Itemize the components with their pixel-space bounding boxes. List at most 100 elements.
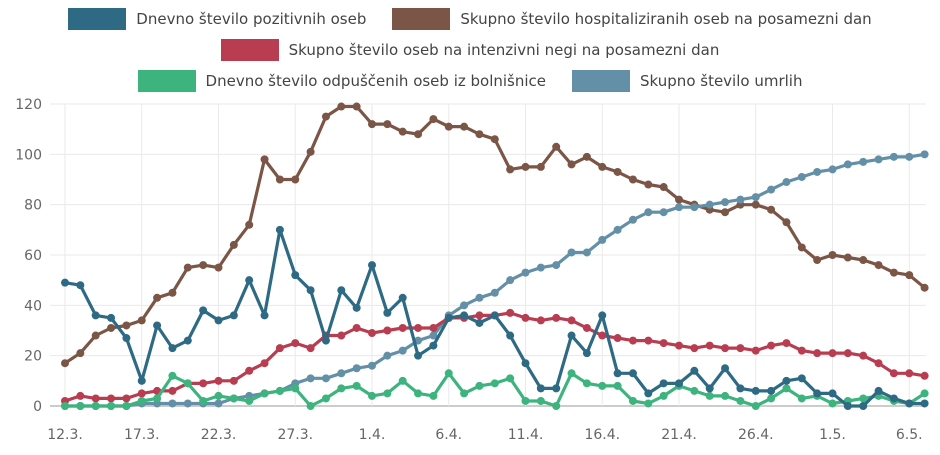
data-point [582,349,591,358]
data-point [199,261,208,270]
data-point [920,371,929,380]
data-point [214,376,223,385]
data-point [229,240,238,249]
data-point [306,147,315,156]
data-point [644,389,653,398]
y-tick-label: 60 [24,248,42,264]
data-point [905,152,914,161]
data-point [291,175,300,184]
data-point [275,386,284,395]
data-point [383,389,392,398]
data-point [736,195,745,204]
data-point [429,391,438,400]
data-point [76,391,85,400]
data-point [582,323,591,332]
data-point [91,331,100,340]
data-point [751,386,760,395]
data-point [168,371,177,380]
data-point [905,399,914,408]
data-point [107,402,116,410]
data-point [460,311,469,320]
data-point [490,135,499,144]
data-point [429,341,438,350]
data-point [859,394,868,403]
data-point [168,288,177,297]
legend-item-deaths[interactable]: Skupno število umrlih [572,70,802,92]
data-point [797,172,806,181]
data-point [352,303,361,312]
data-point [828,399,837,408]
data-point [460,389,469,398]
data-point [644,336,653,345]
data-point [859,157,868,166]
legend-label: Dnevno število odpuščenih oseb iz bolniš… [205,72,547,90]
data-point [552,384,561,393]
data-point [690,203,699,212]
data-point [490,288,499,297]
legend-item-hospitalized[interactable]: Skupno število hospitaliziranih oseb na … [392,8,872,30]
data-point [414,351,423,360]
data-point [475,311,484,320]
data-point [168,344,177,353]
data-point [598,381,607,390]
data-point [690,344,699,353]
data-point [76,281,85,290]
data-point [183,263,192,272]
data-point [598,311,607,320]
data-point [705,341,714,350]
data-point [813,389,822,398]
data-point [644,180,653,189]
legend-item-positive[interactable]: Dnevno število pozitivnih oseb [68,8,366,30]
data-point [107,313,116,322]
data-point [705,391,714,400]
data-point [429,115,438,124]
data-point [321,112,330,121]
data-point [613,334,622,343]
data-point [321,394,330,403]
data-point [659,208,668,217]
data-point [291,384,300,393]
data-point [659,379,668,388]
x-tick-label: 1.4. [359,427,386,443]
data-point [628,175,637,184]
data-point [229,394,238,403]
data-point [475,130,484,139]
x-tick-label: 17.3. [124,427,160,443]
data-point [721,391,730,400]
x-tick-label: 11.4. [508,427,544,443]
data-point [414,389,423,398]
data-point [613,381,622,390]
data-point [137,389,146,398]
data-point [767,205,776,214]
y-tick-label: 80 [24,198,42,214]
data-point [383,351,392,360]
x-tick-label: 27.3. [277,427,313,443]
data-point [721,208,730,217]
data-point [229,311,238,320]
data-point [797,243,806,252]
x-tick-label: 6.5. [896,427,923,443]
data-point [659,339,668,348]
data-point [721,344,730,353]
data-point [536,396,545,405]
data-point [306,344,315,353]
data-point [582,152,591,161]
data-point [552,402,561,410]
data-point [475,381,484,390]
data-point [705,200,714,209]
legend-item-icu[interactable]: Skupno število oseb na intenzivni negi n… [220,39,719,61]
data-point [644,399,653,408]
data-point [536,263,545,272]
series-line [65,152,925,408]
data-point [337,384,346,393]
data-point [536,384,545,393]
legend-item-discharged[interactable]: Dnevno število odpuščenih oseb iz bolniš… [137,70,547,92]
data-point [368,120,376,129]
data-point [552,313,561,322]
data-point [843,402,852,410]
data-point [521,359,530,368]
legend-swatch [68,8,127,30]
data-point [797,374,806,383]
data-point [321,374,330,383]
data-point [460,301,469,310]
